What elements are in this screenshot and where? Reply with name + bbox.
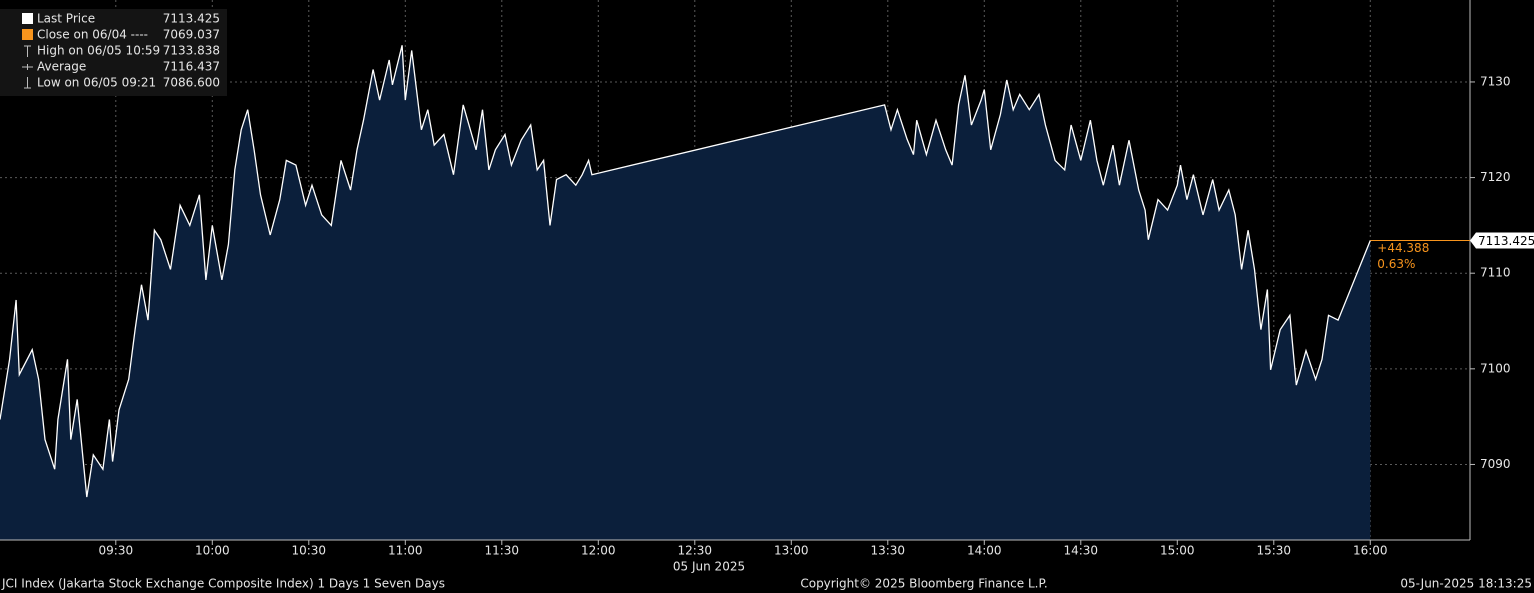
x-tick-label: 09:30 (99, 544, 134, 558)
legend-label: Low on 06/05 09:21 (37, 76, 156, 90)
last-price-box (1470, 232, 1534, 249)
legend-icon (24, 45, 31, 57)
x-axis-date: 05 Jun 2025 (673, 560, 745, 574)
y-tick-label: 7110 (1480, 266, 1511, 280)
x-tick-label: 10:30 (291, 544, 326, 558)
legend-label: Average (37, 60, 86, 74)
change-label: +44.388 (1377, 241, 1429, 255)
plot-area (0, 0, 1470, 541)
y-tick-label: 7090 (1480, 457, 1511, 471)
legend-value: 7116.437 (163, 60, 220, 74)
x-tick-label: 14:30 (1063, 544, 1098, 558)
footer-center: Copyright© 2025 Bloomberg Finance L.P. (800, 577, 1047, 591)
line (0, 45, 1371, 498)
legend-value: 7133.838 (163, 44, 220, 58)
y-tick-label: 7100 (1480, 361, 1511, 375)
x-tick-label: 14:00 (967, 544, 1002, 558)
y-tick-label: 7120 (1480, 170, 1511, 184)
legend-box (0, 9, 227, 96)
legend-label: Close on 06/04 ---- (37, 28, 148, 42)
x-tick-label: 15:00 (1160, 544, 1195, 558)
last-price-label: 7113.425 (1478, 234, 1534, 248)
x-tick-label: 11:30 (484, 544, 519, 558)
legend-icon (22, 29, 33, 40)
legend-icon (22, 13, 33, 24)
legend-icon (24, 77, 31, 89)
x-tick-label: 10:00 (195, 544, 230, 558)
y-tick-label: 7130 (1480, 74, 1511, 88)
legend-value: 7086.600 (163, 76, 220, 90)
x-tick-label: 12:00 (581, 544, 616, 558)
x-tick-label: 13:30 (870, 544, 905, 558)
legend-value: 7113.425 (163, 12, 220, 26)
x-tick-label: 11:00 (388, 544, 423, 558)
x-tick-label: 13:00 (774, 544, 809, 558)
legend-label: Last Price (37, 12, 95, 26)
footer-right: 05-Jun-2025 18:13:25 (1400, 577, 1532, 591)
footer-left: JCI Index (Jakarta Stock Exchange Compos… (1, 577, 445, 591)
legend-icon (22, 64, 33, 70)
x-tick-label: 15:30 (1256, 544, 1291, 558)
x-tick-label: 12:30 (677, 544, 712, 558)
change-pct-label: 0.63% (1377, 257, 1415, 271)
legend-value: 7069.037 (163, 28, 220, 42)
legend-label: High on 06/05 10:59 (37, 44, 160, 58)
area (0, 45, 1371, 541)
x-tick-label: 16:00 (1353, 544, 1388, 558)
legend: Last Price 7113.425 (0, 9, 227, 96)
